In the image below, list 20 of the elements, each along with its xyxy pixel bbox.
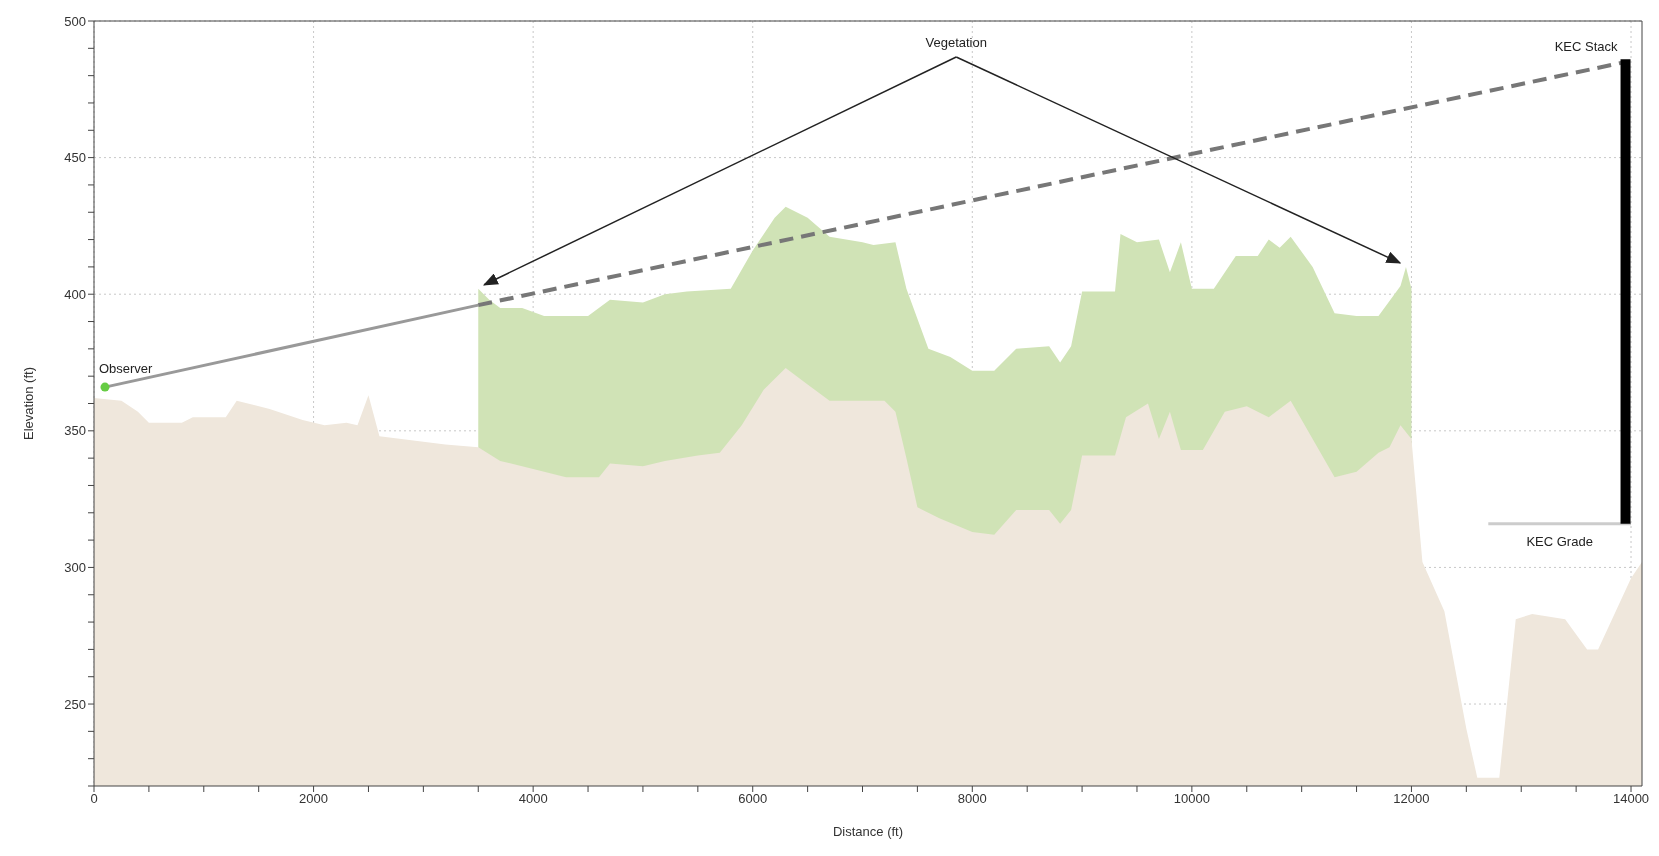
y-tick-label: 350 <box>64 423 86 439</box>
y-tick-label: 400 <box>64 286 86 302</box>
y-tick-label: 450 <box>64 150 86 166</box>
x-tick-label: 6000 <box>738 791 768 807</box>
x-tick-label: 0 <box>90 791 98 807</box>
y-tick-label: 250 <box>64 696 86 712</box>
x-tick-label: 4000 <box>518 791 548 807</box>
series-label: KEC Stack <box>1554 39 1619 55</box>
annotation: Vegetation <box>925 35 987 50</box>
x-tick-label: 12000 <box>1393 791 1430 807</box>
x-tick-label: 2000 <box>299 791 329 807</box>
y-tick-label: 300 <box>64 560 86 576</box>
x-tick-label: 10000 <box>1173 791 1210 807</box>
x-tick-label: 8000 <box>957 791 987 807</box>
x-axis-title: Distance (ft) <box>832 824 904 839</box>
x-tick-label: 14000 <box>1612 791 1650 807</box>
series-label: KEC Grade <box>1526 533 1593 549</box>
series-label: Observer <box>98 361 154 377</box>
y-tick-label: 500 <box>64 13 86 29</box>
y-axis-title: Elevation (ft) <box>20 367 36 440</box>
